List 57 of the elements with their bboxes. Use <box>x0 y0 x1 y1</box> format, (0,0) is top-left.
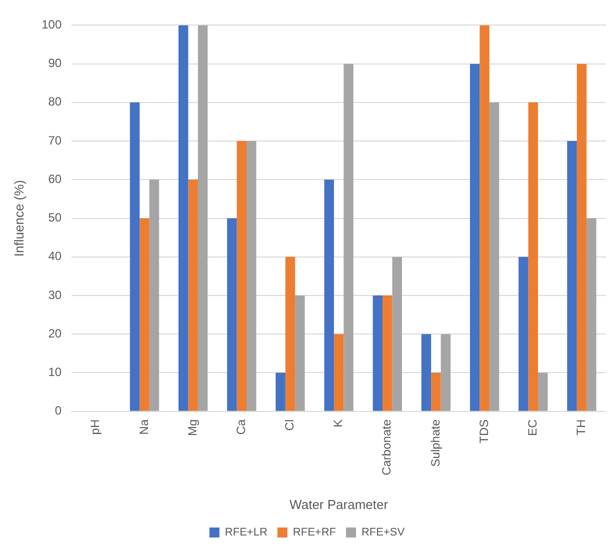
y-tick-label: 40 <box>48 249 62 264</box>
bar <box>567 141 577 411</box>
bar <box>586 218 596 411</box>
y-tick-label: 20 <box>48 326 62 340</box>
bar <box>227 218 237 411</box>
bar <box>538 372 548 411</box>
legend-label: RFE+RF <box>292 526 336 539</box>
y-tick-label: 90 <box>48 56 62 70</box>
y-tick-label: 80 <box>48 94 62 109</box>
bar <box>480 25 490 411</box>
bar <box>188 180 198 411</box>
y-tick-label: 60 <box>48 172 62 186</box>
bar <box>178 25 188 411</box>
bar <box>140 218 150 411</box>
bar <box>470 64 480 411</box>
x-tick-label: EC <box>525 419 540 436</box>
bar <box>295 296 305 411</box>
bar <box>392 256 402 411</box>
bar <box>149 180 160 411</box>
x-tick-label: pH <box>88 419 102 435</box>
bar <box>246 141 256 411</box>
x-tick-label: Mg <box>185 419 200 436</box>
x-tick-label: K <box>331 419 346 428</box>
y-tick-label: 30 <box>48 288 62 302</box>
legend-label: RFE+LR <box>224 526 268 539</box>
y-tick-label: 10 <box>48 365 62 380</box>
bar <box>344 64 354 411</box>
bar <box>431 372 441 411</box>
x-tick-label: Sulphate <box>428 419 442 467</box>
y-tick-label: 50 <box>48 210 62 225</box>
bar <box>324 180 334 411</box>
x-axis-title: Water Parameter <box>290 496 389 512</box>
x-tick-label: Carbonate <box>380 419 394 476</box>
bar <box>382 296 392 411</box>
x-tick-label: TDS <box>476 419 491 444</box>
y-tick-label: 100 <box>42 18 62 32</box>
x-tick-label: Ca <box>234 419 248 435</box>
bar <box>528 102 538 411</box>
bar <box>421 334 432 411</box>
bar <box>489 102 500 411</box>
bar <box>236 141 247 411</box>
bar <box>130 102 140 411</box>
x-tick-label: Cl <box>282 419 297 431</box>
y-axis-title: Influence (%) <box>11 180 26 257</box>
bar <box>518 256 528 411</box>
y-tick-label: 0 <box>54 404 62 418</box>
legend-label: RFE+SV <box>361 526 406 539</box>
x-tick-label: Na <box>136 419 151 435</box>
bar <box>440 334 451 411</box>
x-tick-label: TH <box>574 419 588 436</box>
bar <box>198 25 208 411</box>
bar <box>285 256 296 411</box>
bar <box>576 64 587 411</box>
y-tick-label: 70 <box>48 133 62 148</box>
bar <box>372 296 383 411</box>
bar <box>334 334 344 411</box>
bar <box>276 372 286 411</box>
